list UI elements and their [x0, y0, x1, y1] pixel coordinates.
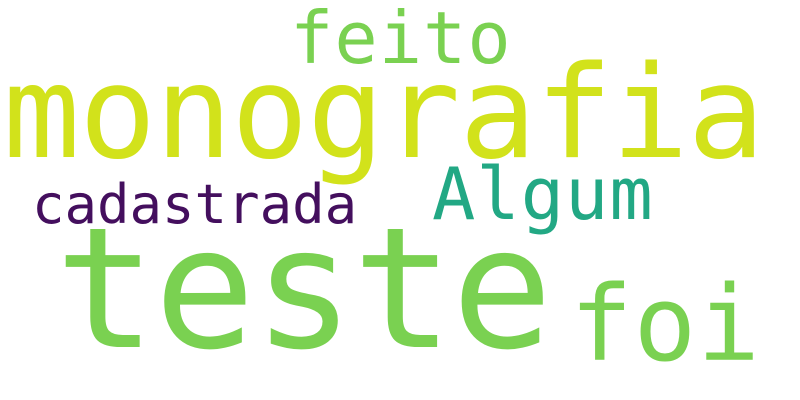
word-foi: foi	[570, 263, 761, 385]
word-teste: teste	[55, 191, 553, 387]
word-cadastrada: cadastrada	[32, 173, 358, 236]
word-monografia: monografia	[3, 39, 765, 188]
word-feito: feito	[290, 0, 512, 80]
word-algum: Algum	[432, 152, 654, 236]
